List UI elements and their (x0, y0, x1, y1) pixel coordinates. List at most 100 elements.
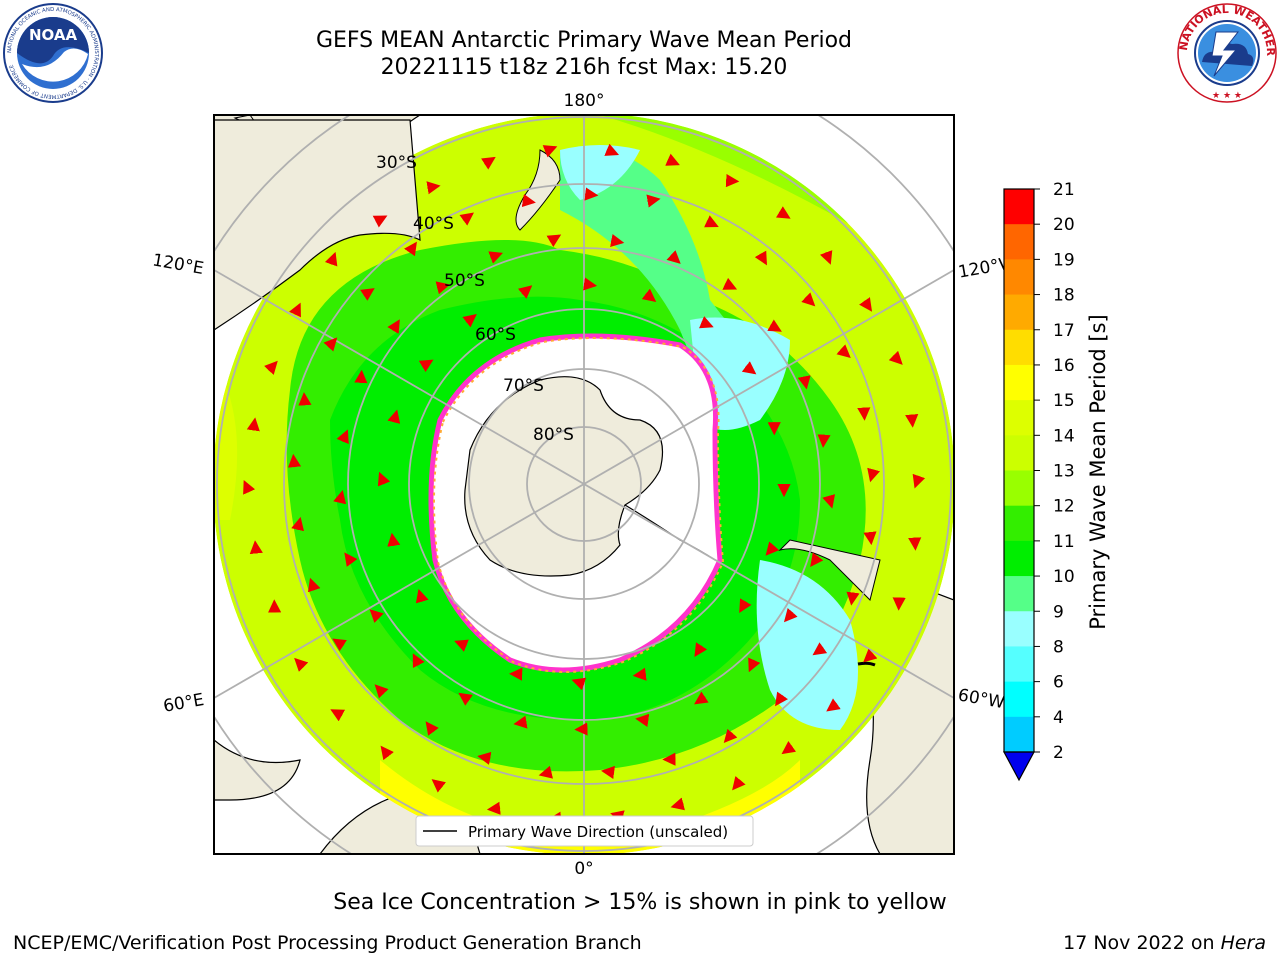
colorbar-tick-label: 12 (1053, 497, 1075, 517)
wave-direction-arrow (426, 181, 441, 195)
wave-direction-arrow (783, 607, 798, 623)
wave-direction-arrow (333, 489, 347, 505)
wave-direction-arrow (723, 728, 738, 744)
wave-direction-arrow (412, 653, 425, 668)
wave-direction-arrow (372, 215, 388, 228)
wave-direction-arrow (704, 215, 719, 228)
wave-direction-arrow (812, 642, 828, 656)
wave-direction-arrow (604, 143, 620, 156)
wave-direction-arrow (905, 413, 919, 428)
wave-direction-arrow (360, 288, 375, 301)
legend-label: Primary Wave Direction (unscaled) (468, 823, 728, 841)
wave-direction-arrow (775, 691, 789, 707)
wave-direction-arrow (380, 745, 394, 761)
wave-direction-arrow (694, 691, 709, 705)
wave-direction-arrow (289, 302, 301, 318)
wave-direction-arrow (846, 591, 860, 606)
wave-direction-arrow (722, 277, 738, 290)
wave-direction-arrow (867, 467, 880, 483)
nws-stars-icon: ★ ★ ★ (1212, 91, 1242, 101)
wave-direction-arrow (542, 145, 558, 158)
wave-direction-arrow (732, 776, 746, 791)
wave-direction-arrow (294, 657, 309, 672)
colorbar-tick-label: 13 (1053, 462, 1075, 482)
wave-direction-arrow (699, 316, 714, 329)
wave-direction-arrow (481, 156, 496, 170)
colorbar-segment (1004, 646, 1034, 683)
wave-direction-arrow (249, 540, 263, 555)
map-frame (213, 114, 955, 855)
wave-direction-arrow (571, 677, 587, 691)
colorbar-tick-label: 16 (1053, 356, 1075, 376)
wave-direction-arrow (263, 360, 278, 375)
wave-direction-arrow (801, 292, 816, 307)
lon-label-0: 0° (574, 859, 593, 879)
colorbar-segment (1004, 540, 1034, 577)
colorbar-segment (1004, 189, 1034, 225)
footer-credit: NCEP/EMC/Verification Post Processing Pr… (13, 932, 642, 954)
colorbar-tick-label: 15 (1053, 391, 1075, 411)
colorbar-extend-triangle (1002, 751, 1036, 782)
wave-direction-arrow (739, 598, 752, 614)
wave-direction-arrow (646, 194, 661, 208)
colorbar-segment (1004, 716, 1034, 753)
wave-direction-arrow (863, 648, 878, 663)
lat-label-80s: 80°S (533, 425, 574, 445)
chart-subtitle: 20221115 t18z 216h fcst Max: 15.20 (380, 55, 788, 80)
lat-label-70s: 70°S (503, 376, 544, 396)
colorbar-segment (1004, 505, 1034, 542)
sea-ice-caption: Sea Ice Concentration > 15% is shown in … (333, 890, 947, 915)
wave-direction-arrow (694, 642, 708, 657)
colorbar-segment (1004, 364, 1034, 401)
wave-direction-arrow (418, 359, 434, 373)
wave-direction-arrow (488, 251, 503, 264)
footer-date-text: 17 Nov 2022 on (1063, 932, 1221, 954)
wave-direction-arrow (387, 319, 400, 334)
map-legend: Primary Wave Direction (unscaled) (415, 815, 754, 847)
wave-direction-arrow (665, 153, 680, 166)
lon-label-120e: 120°E (151, 250, 205, 279)
wave-direction-arrow (817, 434, 831, 448)
wave-direction-arrow (888, 350, 903, 365)
wave-direction-arrow (458, 692, 473, 706)
colorbar: 21 20 19 18 17 16 15 14 13 12 11 10 9 8 6 4 2 (1002, 180, 1075, 782)
wave-direction-arrow (387, 409, 401, 424)
footer-machine: Hera (1220, 932, 1266, 954)
wave-direction-arrow (822, 494, 836, 509)
wave-direction-arrow (477, 751, 492, 765)
wave-direction-arrow (435, 281, 451, 295)
wave-direction-arrow (741, 361, 757, 375)
wave-direction-arrow (863, 531, 877, 546)
chart-title: GEFS MEAN Antarctic Primary Wave Mean Pe… (315, 28, 853, 53)
colorbar-segment (1004, 259, 1034, 296)
wave-direction-arrow (857, 407, 871, 421)
colorbar-tick-label: 8 (1053, 637, 1064, 657)
wave-direction-arrow (601, 765, 615, 779)
colorbar-segment (1004, 294, 1034, 331)
graticule (214, 115, 954, 854)
colorbar-tick-label: 19 (1053, 250, 1075, 270)
colorbar-tick-label: 20 (1053, 215, 1075, 235)
wave-direction-arrow (836, 344, 851, 358)
lat-label-60s: 60°S (475, 325, 516, 345)
colorbar-tick-label: 14 (1053, 426, 1075, 446)
wave-direction-arrow (332, 638, 347, 652)
wave-direction-arrow (374, 684, 389, 699)
wave-direction-arrow (670, 797, 686, 811)
wave-direction-arrow (513, 715, 528, 729)
colorbar-label: Primary Wave Mean Period [s] (1086, 314, 1110, 630)
wave-direction-arrow (307, 577, 321, 593)
wave-direction-arrow (574, 722, 588, 736)
wave-direction-arrow (425, 721, 439, 736)
colorbar-tick-label: 11 (1053, 532, 1075, 552)
colorbar-segment (1004, 329, 1034, 366)
wave-direction-arrow (632, 667, 647, 681)
lat-label-40s: 40°S (413, 214, 454, 234)
wave-direction-arrow (486, 801, 501, 815)
lon-label-180: 180° (564, 91, 605, 111)
lon-label-60e: 60°E (162, 690, 206, 717)
wave-direction-arrow (819, 250, 833, 265)
wave-direction-arrow (344, 552, 358, 567)
wave-direction-arrow (243, 479, 256, 495)
